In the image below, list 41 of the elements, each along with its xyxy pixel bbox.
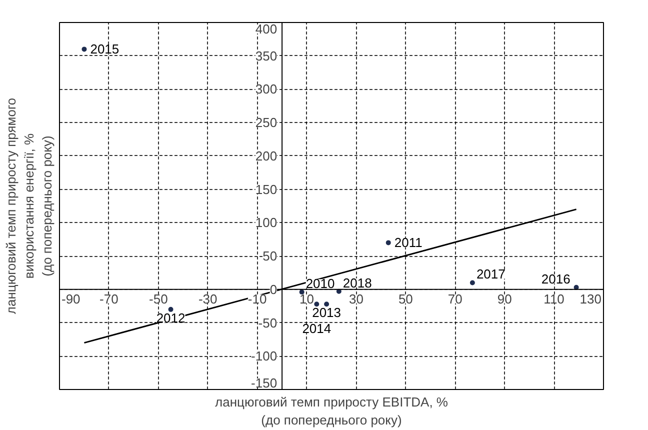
y-tick-label: 350 xyxy=(255,48,278,64)
x-tick-label: -10 xyxy=(248,291,267,306)
point xyxy=(386,240,391,246)
y-tick-label: -100 xyxy=(251,348,278,364)
x-tick-label: -50 xyxy=(149,291,168,306)
x-tick-label: 90 xyxy=(497,291,512,306)
annotation: 2011 xyxy=(394,235,422,250)
point xyxy=(82,46,87,52)
x-axis-title: ланцюговий темп приросту EBITDA, % (до попереднього року) xyxy=(215,394,448,428)
annotation: 2018 xyxy=(342,275,372,290)
y-tick-label: 250 xyxy=(255,115,278,130)
x-tick-label: 10 xyxy=(300,291,314,306)
annotation: 2015 xyxy=(90,42,120,57)
point xyxy=(324,302,330,307)
x-tick-label: 130 xyxy=(580,291,602,306)
y-tick-label: 50 xyxy=(262,248,278,264)
annotation: 2014 xyxy=(302,321,332,336)
x-tick-label: -30 xyxy=(198,291,218,306)
x-tick-label: 30 xyxy=(348,291,364,306)
annotation: 2012 xyxy=(156,310,186,326)
y-tick-label: 100 xyxy=(255,215,278,230)
y-tick-label: 300 xyxy=(255,82,278,97)
x-tick-label: 110 xyxy=(544,291,564,306)
x-tick-label: -90 xyxy=(62,291,80,306)
x-tick-label: 70 xyxy=(448,291,462,306)
y-tick-label: 0 xyxy=(270,282,278,297)
annotation: 2017 xyxy=(476,266,506,282)
x-tick-label: 50 xyxy=(398,291,413,306)
y-tick-label: 200 xyxy=(255,148,278,164)
point xyxy=(314,302,320,307)
y-tick-label: -50 xyxy=(258,315,278,330)
annotation: 2013 xyxy=(312,305,342,320)
y-tick-label: -150 xyxy=(251,376,278,390)
point xyxy=(470,280,475,286)
y-tick-label: 400 xyxy=(255,22,278,36)
y-tick-label: 150 xyxy=(255,182,278,197)
y-axis-title: ланцюговий темп приросту прямого використання енергії, % (до попереднього року) xyxy=(4,98,54,314)
point xyxy=(168,306,174,312)
x-tick-label: -70 xyxy=(100,291,118,306)
annotation: 2016 xyxy=(541,271,570,286)
annotation: 2010 xyxy=(306,276,335,292)
